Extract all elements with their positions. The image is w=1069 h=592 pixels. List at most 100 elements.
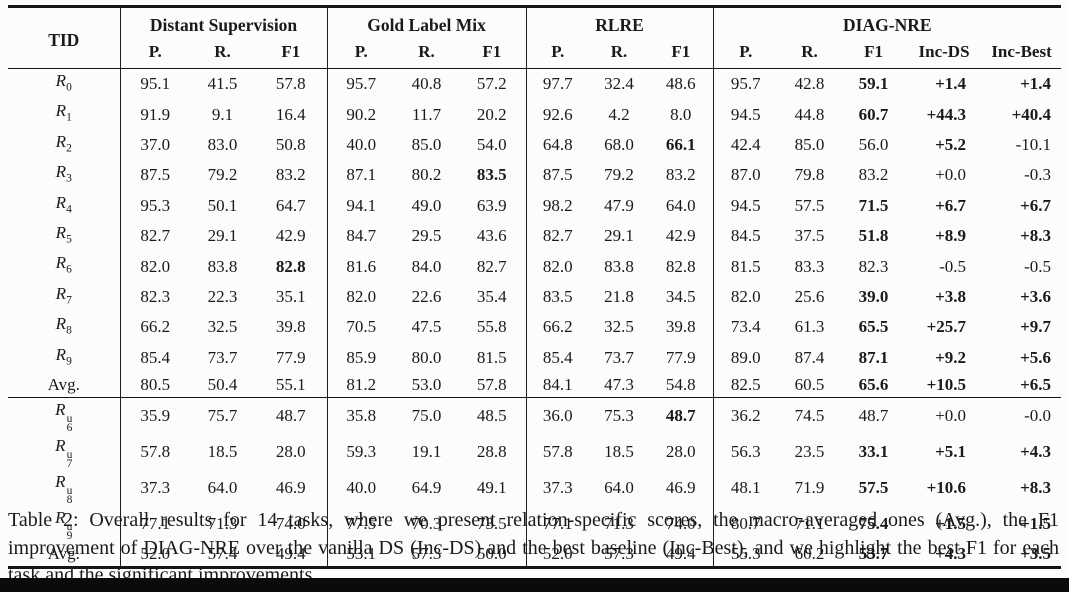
column-header-ds-precision: P. (119, 39, 190, 69)
value-cell: 22.6 (411, 286, 442, 306)
value-cell: 35.4 (476, 286, 507, 306)
value-cell: 42.9 (665, 226, 696, 246)
value-cell: 80.0 (411, 347, 442, 367)
value-cell: +5.1 (935, 441, 967, 461)
value-cell: 71.9 (794, 477, 825, 497)
column-header-diag-recall: R. (801, 42, 818, 61)
value-cell: 82.8 (665, 256, 696, 276)
value-cell: -0.5 (939, 256, 967, 276)
column-header-ds-f1: F1 (281, 42, 301, 61)
value-cell: +9.2 (935, 347, 967, 367)
group-header-gold-label-mix: Gold Label Mix (326, 6, 527, 39)
value-cell: 44.8 (794, 104, 825, 124)
value-cell: 34.5 (665, 286, 696, 306)
value-cell: 77.1 (525, 505, 590, 542)
column-header-rlre-f1: F1 (671, 42, 691, 61)
row-label: R8 (55, 314, 72, 337)
value-cell: +6.7 (1020, 195, 1052, 215)
value-cell: 66.2 (119, 312, 190, 343)
value-cell: +1.5 (935, 513, 967, 533)
value-cell: 94.5 (712, 190, 779, 221)
value-cell: 80.5 (119, 372, 190, 398)
table-row: Avg. 52.0 57.4 49.4 53.1 57.3 50.0 52.0 57.3 49.4… (8, 541, 1061, 568)
group-header-diag-nre: DIAG-NRE (712, 6, 1062, 39)
value-cell: 48.7 (275, 405, 306, 425)
table-row: Avg. 80.5 50.4 55.1 81.2 53.0 57.8 84.1 47.3 54.8… (8, 372, 1061, 398)
value-cell: 18.5 (604, 441, 634, 461)
value-cell: 77.9 (275, 347, 306, 367)
value-cell: 29.5 (411, 226, 442, 246)
value-cell: +1.4 (935, 74, 967, 94)
value-cell: 77.5 (326, 505, 396, 542)
column-header-glm-precision: P. (326, 39, 396, 69)
value-cell: 83.2 (665, 165, 696, 185)
value-cell: 87.5 (525, 160, 590, 191)
value-cell: 85.0 (794, 134, 825, 154)
value-cell: 64.0 (665, 195, 696, 215)
value-cell: 52.0 (525, 541, 590, 568)
value-cell: 11.7 (411, 104, 442, 124)
value-cell: 84.0 (411, 256, 442, 276)
value-cell: 65.6 (858, 374, 889, 394)
table-caption: Table 2: Overall results for 14 tasks, w… (8, 509, 1059, 586)
row-label: R7 (55, 283, 72, 307)
value-cell: 90.2 (326, 99, 396, 130)
results-table: TID Distant Supervision Gold Label Mix R… (8, 5, 1062, 569)
value-cell: 42.9 (275, 226, 306, 246)
column-header-rlre-precision: P. (525, 39, 590, 69)
value-cell: 70.5 (326, 312, 396, 343)
value-cell: 57.3 (604, 543, 634, 563)
table-row: R2 37.0 83.0 50.8 40.0 85.0 54.0 64.8 68.0 66.1 42… (8, 129, 1061, 161)
value-cell: 20.2 (476, 104, 507, 124)
value-cell: 39.0 (858, 286, 889, 306)
value-cell: 82.5 (712, 372, 779, 398)
value-cell: +10.5 (926, 374, 967, 394)
value-cell: +6.5 (1020, 374, 1052, 394)
value-cell: +1.5 (1020, 513, 1052, 533)
value-cell: 55.8 (476, 317, 507, 337)
group-header-distant-supervision: Distant Supervision (119, 6, 328, 39)
value-cell: 87.4 (794, 347, 825, 367)
value-cell: 71.1 (794, 513, 825, 533)
row-label: Avg. (47, 543, 80, 563)
table-section-main-tasks: R0 95.1 41.5 57.8 95.7 40.8 57.2 97.7 32.4 48.6 95… (8, 68, 1061, 398)
value-cell: +8.9 (935, 226, 967, 246)
value-cell: 84.5 (712, 220, 779, 252)
column-header-diag-precision: P. (712, 39, 779, 69)
value-cell: +25.7 (926, 317, 967, 337)
value-cell: 83.2 (275, 165, 306, 185)
value-cell: 48.1 (712, 469, 779, 506)
value-cell: 92.6 (525, 99, 590, 130)
value-cell: 82.0 (712, 281, 779, 313)
value-cell: 81.6 (326, 251, 396, 282)
value-cell: +8.3 (1020, 226, 1052, 246)
value-cell: 85.4 (525, 342, 590, 373)
value-cell: 73.4 (712, 312, 779, 343)
value-cell: 84.7 (326, 220, 396, 252)
value-cell: 40.8 (411, 74, 442, 94)
value-cell: -10.1 (1015, 134, 1052, 154)
value-cell: +9.7 (1020, 317, 1052, 337)
value-cell: 66.1 (665, 134, 696, 154)
value-cell: 80.7 (712, 505, 779, 542)
row-label: R4 (55, 192, 72, 215)
table-row: R9 85.4 73.7 77.9 85.9 80.0 81.5 85.4 73.7 77.9 89… (8, 342, 1061, 373)
value-cell: 25.6 (794, 286, 825, 306)
value-cell: 4.2 (608, 104, 630, 124)
value-cell: 82.7 (476, 256, 507, 276)
value-cell: 75.0 (411, 405, 442, 425)
column-header-inc-best: Inc-Best (991, 42, 1052, 61)
value-cell: 82.8 (275, 256, 306, 276)
value-cell: 46.9 (275, 477, 306, 497)
table-row: R4 95.3 50.1 64.7 94.1 49.0 63.9 98.2 47.9 64.0 94… (8, 190, 1061, 221)
value-cell: +4.3 (1020, 441, 1052, 461)
value-cell: 83.5 (525, 281, 590, 313)
value-cell: 49.0 (411, 195, 442, 215)
value-cell: 91.9 (119, 99, 190, 130)
value-cell: 94.5 (712, 99, 779, 130)
value-cell: +3.8 (935, 286, 967, 306)
